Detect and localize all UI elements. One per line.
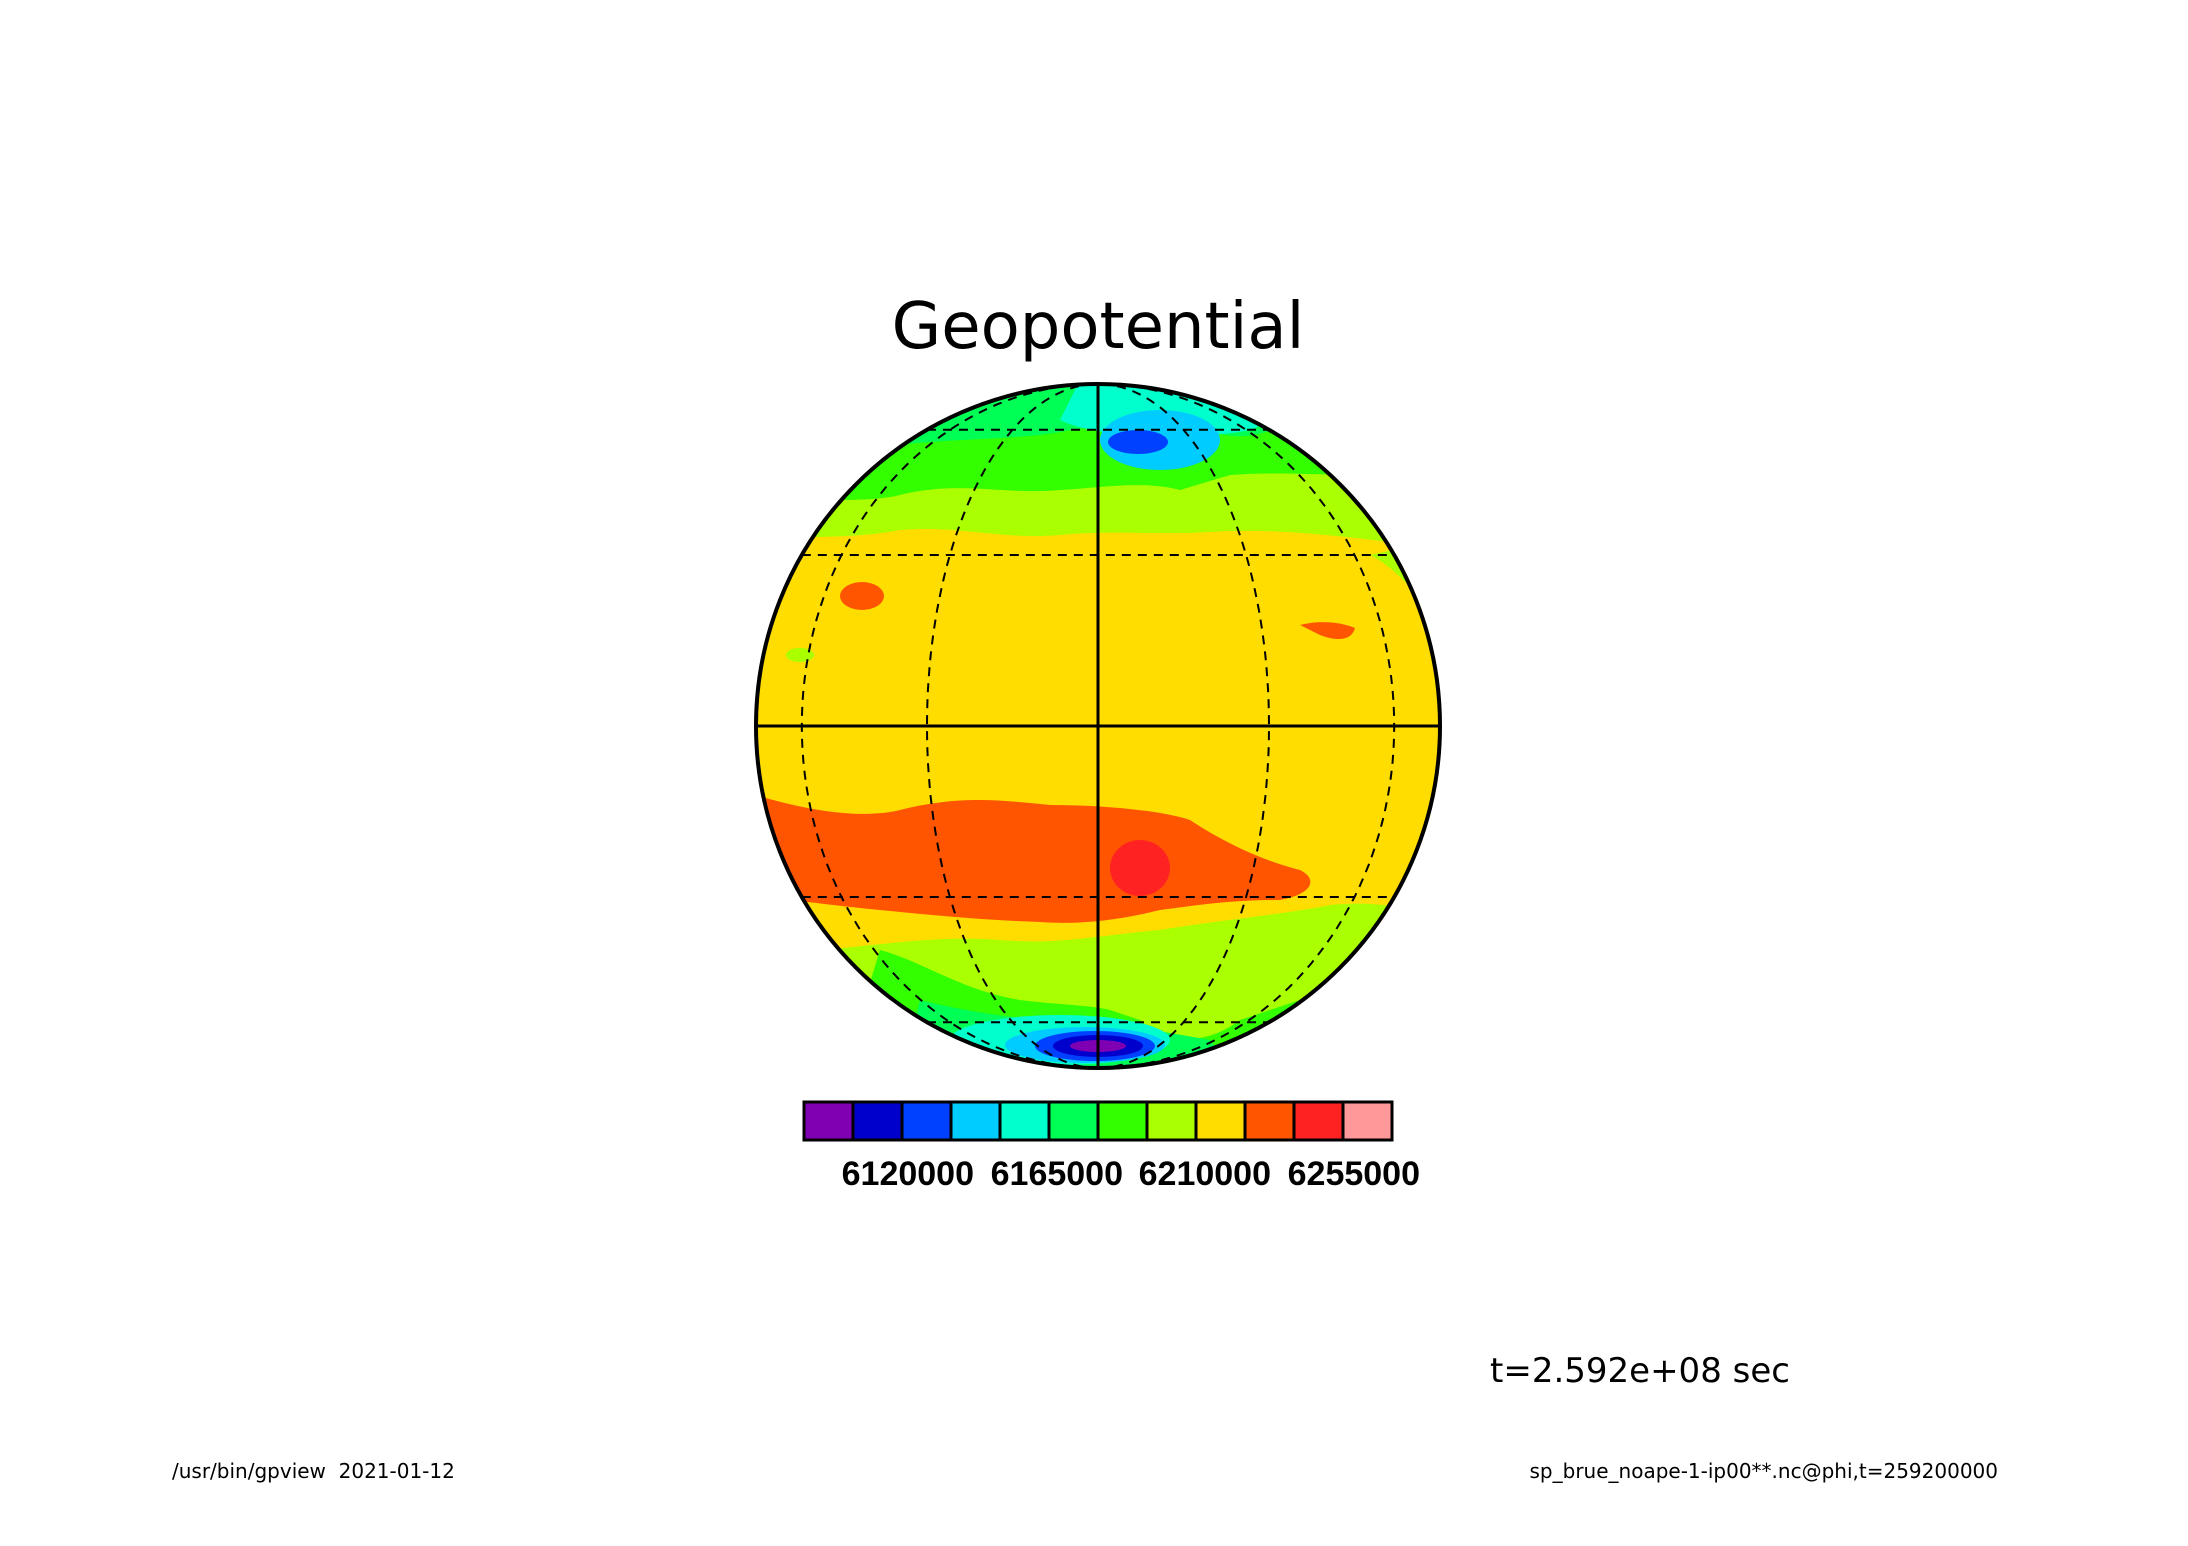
colorbar-tick-label: 6120000 bbox=[842, 1155, 974, 1193]
footer-data-source: sp_brue_noape-1-ip00**.nc@phi,t=25920000… bbox=[1530, 1459, 1998, 1483]
colorbar-swatch bbox=[1096, 1100, 1149, 1142]
colorbar-swatch bbox=[1292, 1100, 1345, 1142]
colorbar-swatch bbox=[1341, 1100, 1394, 1142]
colorbar-tick-label: 6210000 bbox=[1139, 1155, 1271, 1193]
colorbar-swatch bbox=[1194, 1100, 1247, 1142]
footer-program-date: /usr/bin/gpview 2021-01-12 bbox=[172, 1459, 455, 1483]
colorbar-swatch bbox=[1145, 1100, 1198, 1142]
northern-high-east bbox=[1300, 622, 1355, 640]
colorbar-tick-label: 6165000 bbox=[991, 1155, 1123, 1193]
colorbar bbox=[802, 1100, 1394, 1142]
chart-title: Geopotential bbox=[892, 290, 1305, 364]
colorbar-swatch bbox=[998, 1100, 1051, 1142]
colorbar-tick-label: 6255000 bbox=[1288, 1155, 1420, 1193]
colorbar-swatch bbox=[1243, 1100, 1296, 1142]
colorbar-swatch bbox=[851, 1100, 904, 1142]
globe-map bbox=[754, 382, 1442, 1070]
graticule bbox=[756, 383, 1440, 1069]
colorbar-labels: 6120000 6165000 6210000 6255000 bbox=[842, 1155, 1420, 1193]
southern-high-band bbox=[756, 790, 1311, 923]
northern-high-west bbox=[840, 582, 884, 610]
colorbar-swatch bbox=[900, 1100, 953, 1142]
globe-outline bbox=[754, 382, 1442, 1070]
small-green-west bbox=[786, 648, 814, 662]
north-polar-low bbox=[1108, 430, 1168, 454]
time-stamp: t=2.592e+08 sec bbox=[1490, 1351, 1790, 1391]
contour-field bbox=[756, 384, 1440, 1068]
colorbar-swatch bbox=[949, 1100, 1002, 1142]
colorbar-swatch bbox=[1047, 1100, 1100, 1142]
colorbar-swatch bbox=[802, 1100, 855, 1142]
southern-maximum bbox=[1110, 840, 1170, 896]
